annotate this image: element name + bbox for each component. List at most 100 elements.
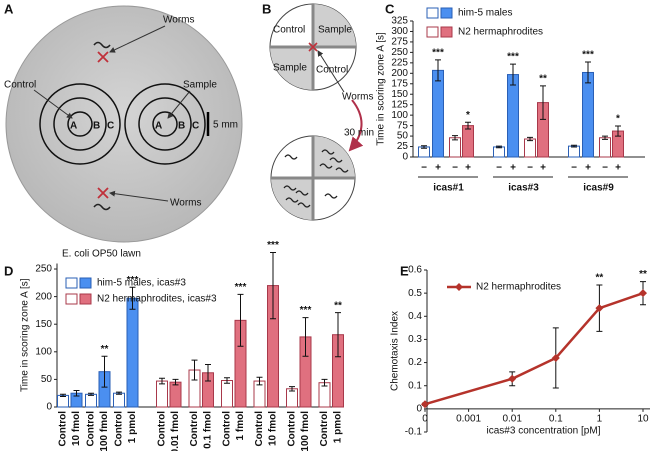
bar xyxy=(221,380,233,408)
worm-spot xyxy=(97,51,109,199)
error-bar xyxy=(88,392,94,396)
x-tick-label: Control xyxy=(319,411,330,447)
legend-label: N2 hermaphrodites xyxy=(458,27,543,38)
bar xyxy=(156,380,168,408)
x-tick-label: 0 xyxy=(422,413,428,424)
error-bar xyxy=(237,293,244,347)
marker xyxy=(639,289,647,298)
significance: ** xyxy=(101,344,109,355)
error-bar xyxy=(321,378,328,387)
y-tick-label: 0 xyxy=(416,403,422,414)
x-tick-label: + xyxy=(510,163,516,174)
arrow xyxy=(33,89,73,119)
error-bar xyxy=(302,317,309,357)
zone-label: A xyxy=(155,121,162,132)
error-bar xyxy=(615,125,621,137)
y-tick-label: 0.1 xyxy=(408,380,422,391)
bar xyxy=(449,137,461,158)
scale-label: 5 mm xyxy=(213,120,238,131)
y-tick-label: 0.2 xyxy=(408,357,422,368)
label: Sample xyxy=(183,80,217,91)
worms xyxy=(93,41,111,211)
panel-label: A xyxy=(4,1,14,16)
error-bar xyxy=(496,145,502,149)
y-tick-label: 100 xyxy=(35,346,52,357)
zone-label: B xyxy=(93,121,100,132)
x-tick-label: 1 xyxy=(597,413,603,424)
x-tick-label: 10 fmol xyxy=(71,411,82,446)
legend-swatch xyxy=(426,7,439,19)
y-tick-label: 300 xyxy=(391,26,408,37)
quadrant-label: Control xyxy=(316,65,348,76)
marker xyxy=(551,353,560,362)
arrow xyxy=(317,50,345,93)
y-tick-label: 50 xyxy=(397,131,409,142)
x-tick-label: + xyxy=(540,163,546,174)
error-bar xyxy=(129,286,136,310)
x-axis-label: icas#3 concentration [pM] xyxy=(487,426,601,437)
x-tick-label: + xyxy=(435,163,441,174)
x-tick-label: Control xyxy=(287,411,298,447)
legend-swatch xyxy=(79,293,92,305)
bar xyxy=(169,381,182,408)
y-tick-label: -0.1 xyxy=(405,427,423,438)
zone-label: B xyxy=(178,121,185,132)
caption: E. coli OP50 lawn xyxy=(62,249,141,260)
legend-label: him-5 males xyxy=(458,8,512,19)
error-bar xyxy=(421,145,427,149)
error-bar xyxy=(172,378,179,386)
panel-label: D xyxy=(4,263,13,278)
panel-label: B xyxy=(262,1,271,16)
x-tick-label: Control xyxy=(254,411,265,447)
bar xyxy=(582,71,594,158)
arrow xyxy=(109,190,169,202)
error-bar xyxy=(289,386,295,392)
y-tick-label: 0.3 xyxy=(408,334,422,345)
y-tick-label: 250 xyxy=(391,47,408,58)
y-tick-label: 150 xyxy=(391,89,408,100)
y-tick-label: 0.4 xyxy=(408,311,422,322)
quadrant-label: Sample xyxy=(318,25,352,36)
bar xyxy=(462,125,474,158)
bar xyxy=(57,394,69,408)
error-bar xyxy=(435,59,441,82)
error-bar xyxy=(224,377,230,384)
significance: *** xyxy=(300,305,312,316)
bar xyxy=(286,388,298,408)
x-tick-label: 1 pmol xyxy=(333,411,344,443)
legend-swatch xyxy=(426,26,439,38)
zone-label: A xyxy=(70,121,77,132)
x-tick-label: 1 pmol xyxy=(127,411,138,443)
y-tick-label: 325 xyxy=(391,16,408,27)
error-bar xyxy=(585,61,591,84)
significance: ** xyxy=(596,273,604,284)
zone-label: C xyxy=(192,121,199,132)
bar xyxy=(599,137,611,158)
x-tick-label: Control xyxy=(86,411,97,447)
panel-b: B Control Sample Sample Control Worms 30… xyxy=(262,1,374,221)
x-tick-label: + xyxy=(615,163,621,174)
x-tick-label: 1 fmol xyxy=(235,411,246,441)
x-tick-label: 0.01 fmol xyxy=(170,411,181,451)
error-bar xyxy=(571,144,577,148)
significance: ** xyxy=(639,269,647,280)
label: Worms xyxy=(342,92,373,103)
legend-label: N2 hermaphrodites, icas#3 xyxy=(97,294,217,305)
y-tick-label: 175 xyxy=(391,78,408,89)
plate xyxy=(5,5,243,243)
bar xyxy=(113,392,125,408)
panel-label: E xyxy=(400,263,409,278)
marker xyxy=(421,400,429,409)
legend-swatch xyxy=(440,7,453,19)
x-tick-label: Control xyxy=(222,411,233,447)
y-tick-label: 0.6 xyxy=(408,265,422,276)
error-bar xyxy=(73,389,80,397)
error-bar xyxy=(540,85,546,120)
arrow xyxy=(167,90,191,119)
legend-swatch xyxy=(440,26,453,38)
label: 30 min xyxy=(344,128,374,139)
y-tick-label: 225 xyxy=(391,57,408,68)
bar xyxy=(126,297,139,408)
significance: * xyxy=(466,110,470,121)
